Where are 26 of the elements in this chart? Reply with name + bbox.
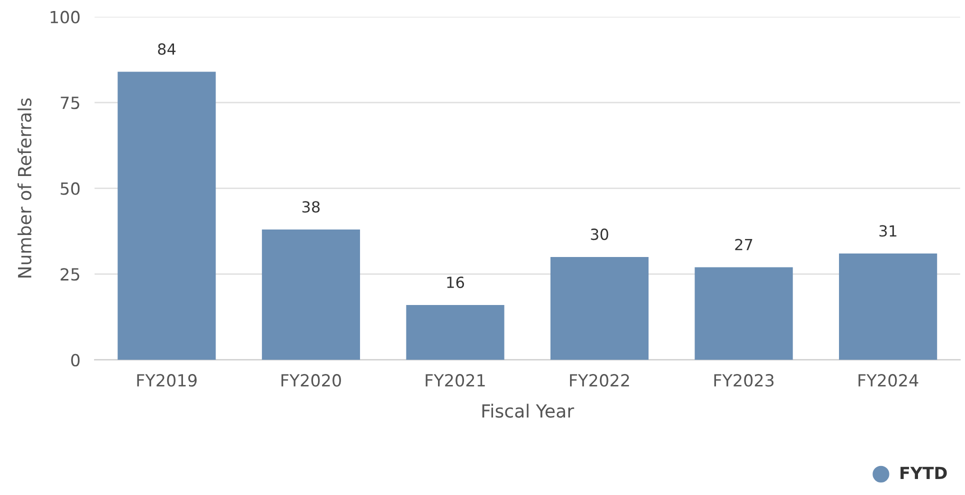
bar [262, 230, 360, 360]
x-tick-label: FY2019 [137, 374, 197, 387]
y-tick-label: 0 [71, 354, 80, 366]
data-label: 27 [735, 238, 752, 250]
x-axis-title: Fiscal Year [482, 404, 574, 418]
bar [694, 267, 793, 360]
data-label: 31 [879, 225, 896, 237]
x-tick-label: FY2020 [282, 374, 341, 387]
y-tick-label: 75 [60, 96, 80, 110]
data-label: 30 [590, 228, 608, 240]
data-label: 38 [302, 201, 320, 213]
bar [118, 72, 216, 360]
legend-label: FYTD [900, 466, 947, 480]
bar [550, 256, 649, 360]
x-tick-label: FY2023 [714, 374, 774, 387]
y-tick-label: 25 [60, 268, 80, 281]
x-tick-label: FY2022 [570, 374, 629, 387]
x-tick-label: FY2021 [426, 374, 485, 387]
data-label: 16 [447, 276, 464, 288]
data-label: 84 [158, 43, 176, 55]
bar [838, 254, 938, 360]
bar [406, 304, 504, 360]
y-tick-label: 50 [60, 182, 80, 195]
x-tick-label: FY2024 [858, 374, 918, 387]
y-tick-label: 100 [50, 10, 80, 24]
y-axis-title: Number of Referrals [18, 98, 32, 278]
